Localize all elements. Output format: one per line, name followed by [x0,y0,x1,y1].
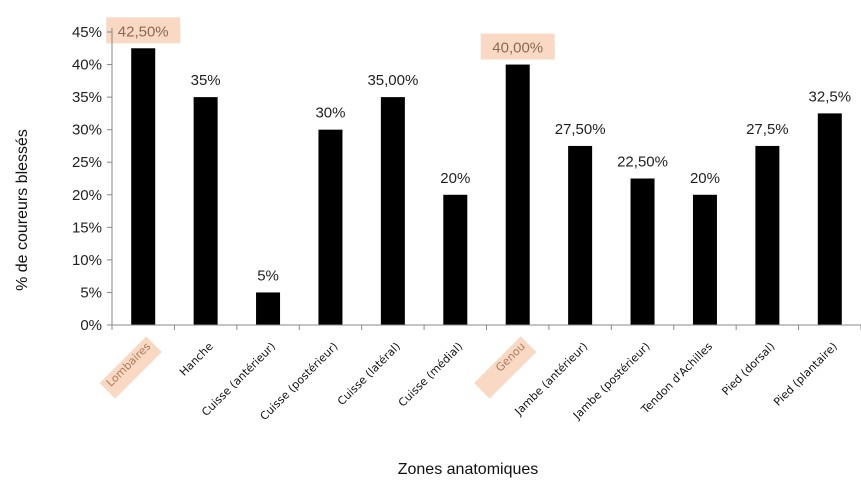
data-label: 27,5% [746,121,789,138]
y-tick-label: 10% [72,252,102,269]
bar [131,48,156,326]
data-label-highlight [480,33,555,60]
bar [568,145,593,325]
data-label: 22,50% [617,154,668,171]
highlight-layer [99,17,555,399]
data-label: 20% [690,170,720,187]
bar [505,64,530,326]
y-tick-label: 40% [72,57,102,74]
y-tick-label: 25% [72,154,102,171]
category-label: Hanche [177,340,216,379]
data-label: 5% [257,267,279,284]
data-label: 35,00% [367,72,418,89]
y-tick-label: 30% [72,122,102,139]
y-axis: 0% 5% 10% 15% 20% 25% 30% 35% 40% 45% [72,24,113,334]
data-label: 35% [191,72,221,89]
data-label: 32,5% [809,88,852,105]
y-tick-label: 5% [80,284,102,301]
y-tick-label: 35% [72,89,102,106]
data-label: 30% [315,105,345,122]
y-tick-label: 45% [72,24,102,41]
y-tick-label: 15% [72,219,102,236]
bar [193,97,218,325]
y-axis-title: % de coureurs blessés [14,129,31,291]
bar [256,292,281,325]
data-label: 40,00% [492,40,543,57]
data-label: 42,50% [118,23,169,40]
bar [692,194,717,325]
category-label: Cuisse (médial) [396,340,466,410]
category-label: Cuisse (latéral) [335,340,403,408]
y-tick-label: 20% [72,187,102,204]
category-label: Pied (plantaire) [771,340,840,409]
category-label-highlight [99,336,162,399]
y-tick-label: 0% [80,317,102,334]
bar [443,194,468,325]
x-axis-title: Zones anatomiques [398,461,539,478]
category-label: Pied (dorsal) [719,340,777,398]
data-label-highlight [106,17,181,44]
bar [817,113,842,325]
data-labels-layer: 42,50% 35% 5% 30% 35,00% 20% 40,00% 27,50% 22,50… [118,23,851,284]
bar [630,178,655,325]
bar [318,129,343,325]
bar [755,145,780,325]
category-label-highlight [474,336,537,399]
data-label: 20% [440,170,470,187]
bar [380,97,405,325]
data-label: 27,50% [555,121,606,138]
bars-layer [131,48,842,326]
